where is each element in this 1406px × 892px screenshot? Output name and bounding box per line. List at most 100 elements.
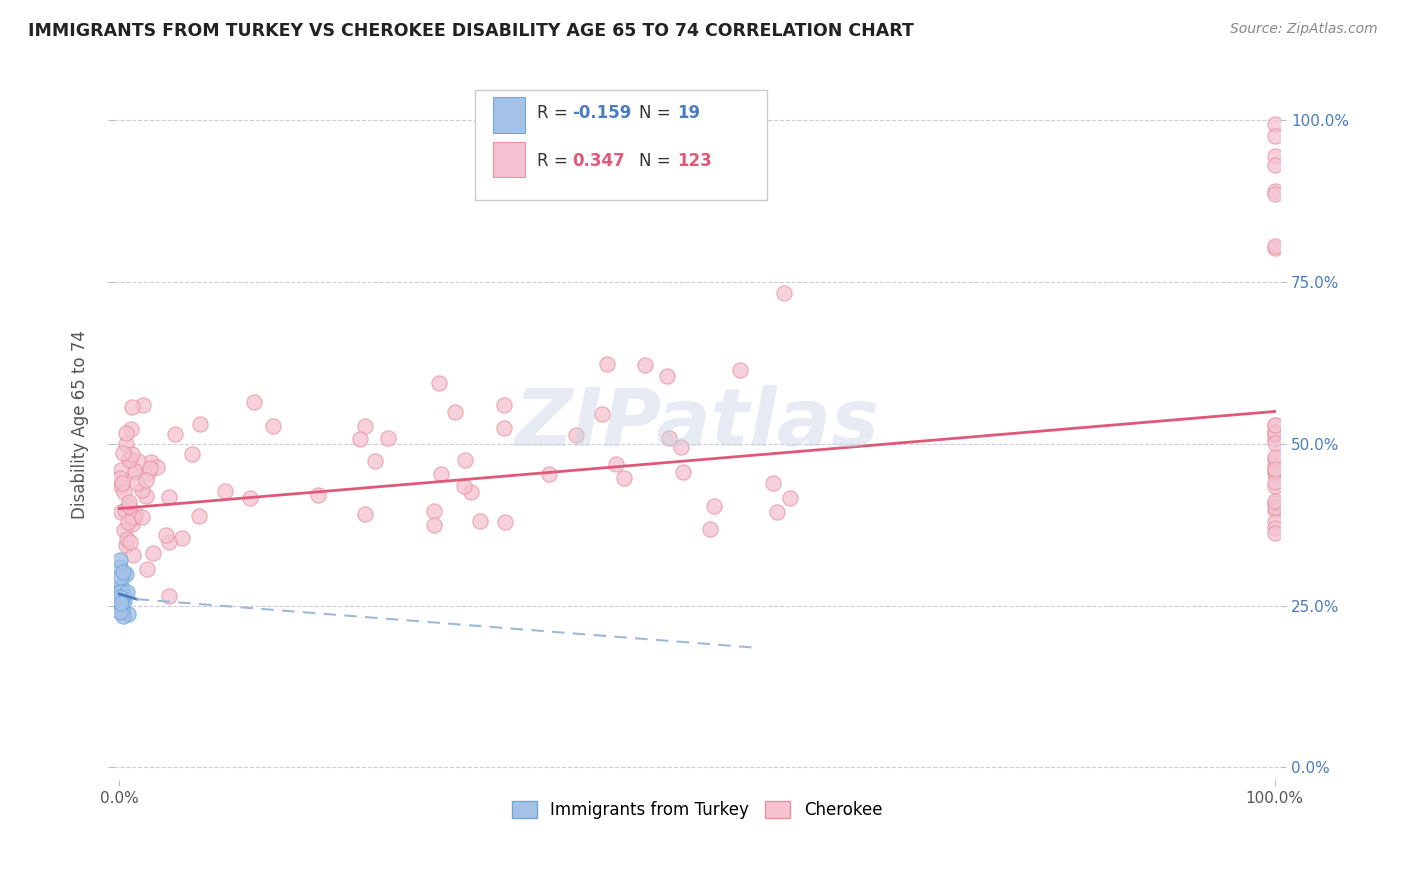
Point (1264, 418, 1286, 433)
Point (187, 508, 209, 523)
Point (139, 461, 162, 475)
Point (1264, 117, 1286, 131)
Point (108, 584, 131, 599)
Point (1264, 424, 1286, 438)
Text: -0.159: -0.159 (572, 104, 631, 122)
Point (1264, 239, 1286, 253)
Text: R =: R = (537, 104, 574, 122)
Point (423, 518, 446, 533)
Point (1264, 500, 1286, 515)
Point (117, 515, 139, 529)
Point (122, 511, 145, 525)
Point (111, 608, 134, 623)
Point (634, 358, 657, 372)
Point (120, 535, 142, 549)
Point (1264, 450, 1286, 465)
Point (108, 559, 131, 574)
Point (1264, 464, 1286, 478)
Point (1264, 452, 1286, 467)
Point (1264, 462, 1286, 476)
Point (460, 485, 482, 500)
FancyBboxPatch shape (475, 90, 768, 200)
Point (591, 407, 613, 421)
Point (112, 586, 135, 600)
Point (110, 579, 132, 593)
Point (494, 515, 516, 529)
Point (110, 584, 132, 599)
Point (108, 553, 131, 567)
Point (1264, 467, 1286, 482)
Point (124, 464, 146, 478)
Point (135, 490, 157, 504)
FancyBboxPatch shape (492, 97, 526, 133)
Point (163, 426, 186, 441)
Point (605, 457, 627, 471)
Point (132, 398, 155, 412)
Point (112, 446, 135, 460)
Point (762, 476, 785, 491)
Point (699, 522, 721, 536)
Text: 0.347: 0.347 (572, 152, 624, 170)
Point (111, 565, 134, 579)
Point (114, 503, 136, 517)
Point (468, 515, 491, 529)
Point (243, 394, 266, 409)
Point (669, 440, 692, 454)
Point (112, 593, 135, 607)
Point (157, 490, 180, 504)
Point (239, 491, 262, 505)
Point (779, 491, 801, 505)
Point (492, 399, 515, 413)
Point (124, 465, 146, 479)
Point (121, 548, 143, 562)
Point (121, 400, 143, 414)
Point (377, 431, 399, 445)
Point (1264, 502, 1286, 516)
Point (111, 475, 134, 490)
Point (115, 537, 138, 551)
Point (613, 471, 636, 485)
Point (122, 510, 145, 524)
Point (155, 528, 177, 542)
Point (125, 507, 148, 521)
Point (139, 455, 162, 469)
Point (1264, 432, 1286, 446)
Point (112, 523, 135, 537)
Point (157, 535, 180, 549)
Point (115, 567, 138, 582)
Point (170, 532, 193, 546)
Point (125, 475, 148, 490)
Point (118, 495, 141, 509)
Point (136, 562, 159, 576)
Point (492, 421, 515, 435)
Point (1264, 436, 1286, 450)
Point (1264, 475, 1286, 489)
Point (110, 471, 132, 485)
Point (115, 584, 138, 599)
Point (1264, 241, 1286, 255)
Point (114, 437, 136, 451)
Point (110, 463, 132, 477)
Point (110, 505, 132, 519)
Point (122, 509, 145, 524)
Point (537, 467, 560, 481)
Text: IMMIGRANTS FROM TURKEY VS CHEROKEE DISABILITY AGE 65 TO 74 CORRELATION CHART: IMMIGRANTS FROM TURKEY VS CHEROKEE DISAB… (28, 22, 914, 40)
Point (121, 509, 143, 524)
Point (672, 465, 695, 479)
Point (658, 431, 681, 445)
Point (772, 285, 794, 300)
Text: N =: N = (638, 104, 675, 122)
Point (131, 510, 153, 524)
Point (655, 369, 678, 384)
Point (135, 473, 157, 487)
Point (120, 421, 142, 435)
Point (1264, 521, 1286, 535)
Point (1264, 128, 1286, 143)
Text: R =: R = (537, 152, 574, 170)
Text: ZIPatlas: ZIPatlas (515, 385, 880, 464)
Point (262, 418, 284, 433)
Point (121, 516, 143, 531)
Text: 123: 123 (678, 152, 711, 170)
Point (142, 546, 165, 560)
Point (108, 604, 131, 618)
